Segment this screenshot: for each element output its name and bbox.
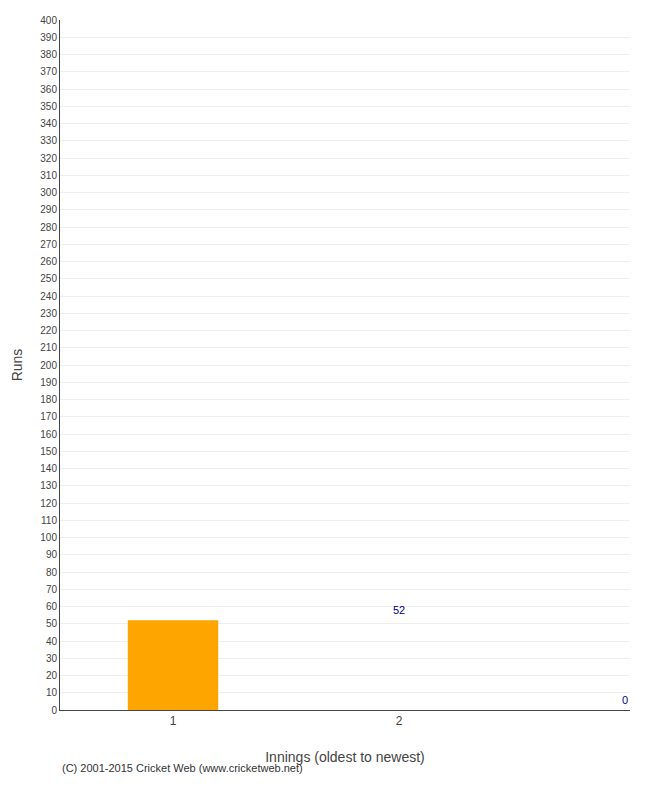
svg-text:120: 120 xyxy=(40,498,57,509)
svg-text:330: 330 xyxy=(40,135,57,146)
svg-text:250: 250 xyxy=(40,273,57,284)
svg-text:60: 60 xyxy=(46,601,58,612)
svg-text:310: 310 xyxy=(40,170,57,181)
svg-text:350: 350 xyxy=(40,101,57,112)
svg-text:130: 130 xyxy=(40,480,57,491)
svg-text:270: 270 xyxy=(40,239,57,250)
svg-text:300: 300 xyxy=(40,187,57,198)
svg-text:100: 100 xyxy=(40,532,57,543)
svg-text:(C) 2001-2015 Cricket Web (www: (C) 2001-2015 Cricket Web (www.cricketwe… xyxy=(62,762,303,774)
svg-text:40: 40 xyxy=(46,636,58,647)
svg-text:230: 230 xyxy=(40,308,57,319)
svg-text:400: 400 xyxy=(40,15,57,26)
svg-text:70: 70 xyxy=(46,584,58,595)
svg-text:170: 170 xyxy=(40,411,57,422)
svg-text:390: 390 xyxy=(40,32,57,43)
svg-text:50: 50 xyxy=(46,618,58,629)
svg-text:110: 110 xyxy=(41,515,57,526)
svg-text:340: 340 xyxy=(40,118,57,129)
svg-text:320: 320 xyxy=(40,153,57,164)
svg-text:20: 20 xyxy=(46,670,58,681)
svg-text:200: 200 xyxy=(40,360,57,371)
svg-text:260: 260 xyxy=(40,256,57,267)
svg-text:140: 140 xyxy=(40,463,57,474)
svg-text:0: 0 xyxy=(51,705,57,716)
svg-text:1: 1 xyxy=(170,714,177,728)
svg-text:370: 370 xyxy=(40,66,57,77)
svg-text:210: 210 xyxy=(40,342,57,353)
svg-text:220: 220 xyxy=(40,325,57,336)
svg-text:10: 10 xyxy=(46,687,58,698)
svg-text:280: 280 xyxy=(40,222,57,233)
svg-text:Runs: Runs xyxy=(9,349,25,382)
svg-text:90: 90 xyxy=(46,549,58,560)
svg-text:160: 160 xyxy=(40,429,57,440)
svg-text:290: 290 xyxy=(40,204,57,215)
svg-text:2: 2 xyxy=(396,714,403,728)
svg-text:380: 380 xyxy=(40,49,57,60)
svg-text:52: 52 xyxy=(393,604,405,616)
svg-text:150: 150 xyxy=(40,446,57,457)
svg-text:30: 30 xyxy=(46,653,58,664)
svg-text:0: 0 xyxy=(622,694,628,706)
svg-text:360: 360 xyxy=(40,84,57,95)
svg-text:Innings (oldest to newest): Innings (oldest to newest) xyxy=(265,749,425,765)
svg-text:180: 180 xyxy=(40,394,57,405)
svg-text:190: 190 xyxy=(40,377,57,388)
svg-text:80: 80 xyxy=(46,567,58,578)
svg-text:240: 240 xyxy=(40,291,57,302)
